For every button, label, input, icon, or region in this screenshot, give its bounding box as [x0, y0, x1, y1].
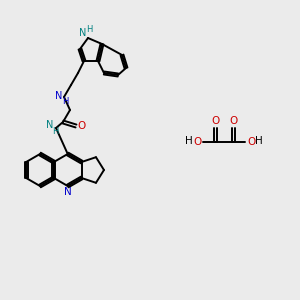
Text: O: O [229, 116, 237, 126]
Text: O: O [247, 137, 255, 147]
Text: N: N [64, 187, 72, 197]
Text: H: H [255, 136, 263, 146]
Text: O: O [78, 121, 86, 131]
Text: H: H [52, 128, 58, 136]
Text: O: O [193, 137, 201, 147]
Text: N: N [55, 91, 63, 101]
Text: H: H [185, 136, 193, 146]
Text: N: N [79, 28, 87, 38]
Text: N: N [46, 120, 54, 130]
Text: O: O [211, 116, 219, 126]
Text: H: H [62, 98, 68, 106]
Text: H: H [86, 26, 92, 34]
